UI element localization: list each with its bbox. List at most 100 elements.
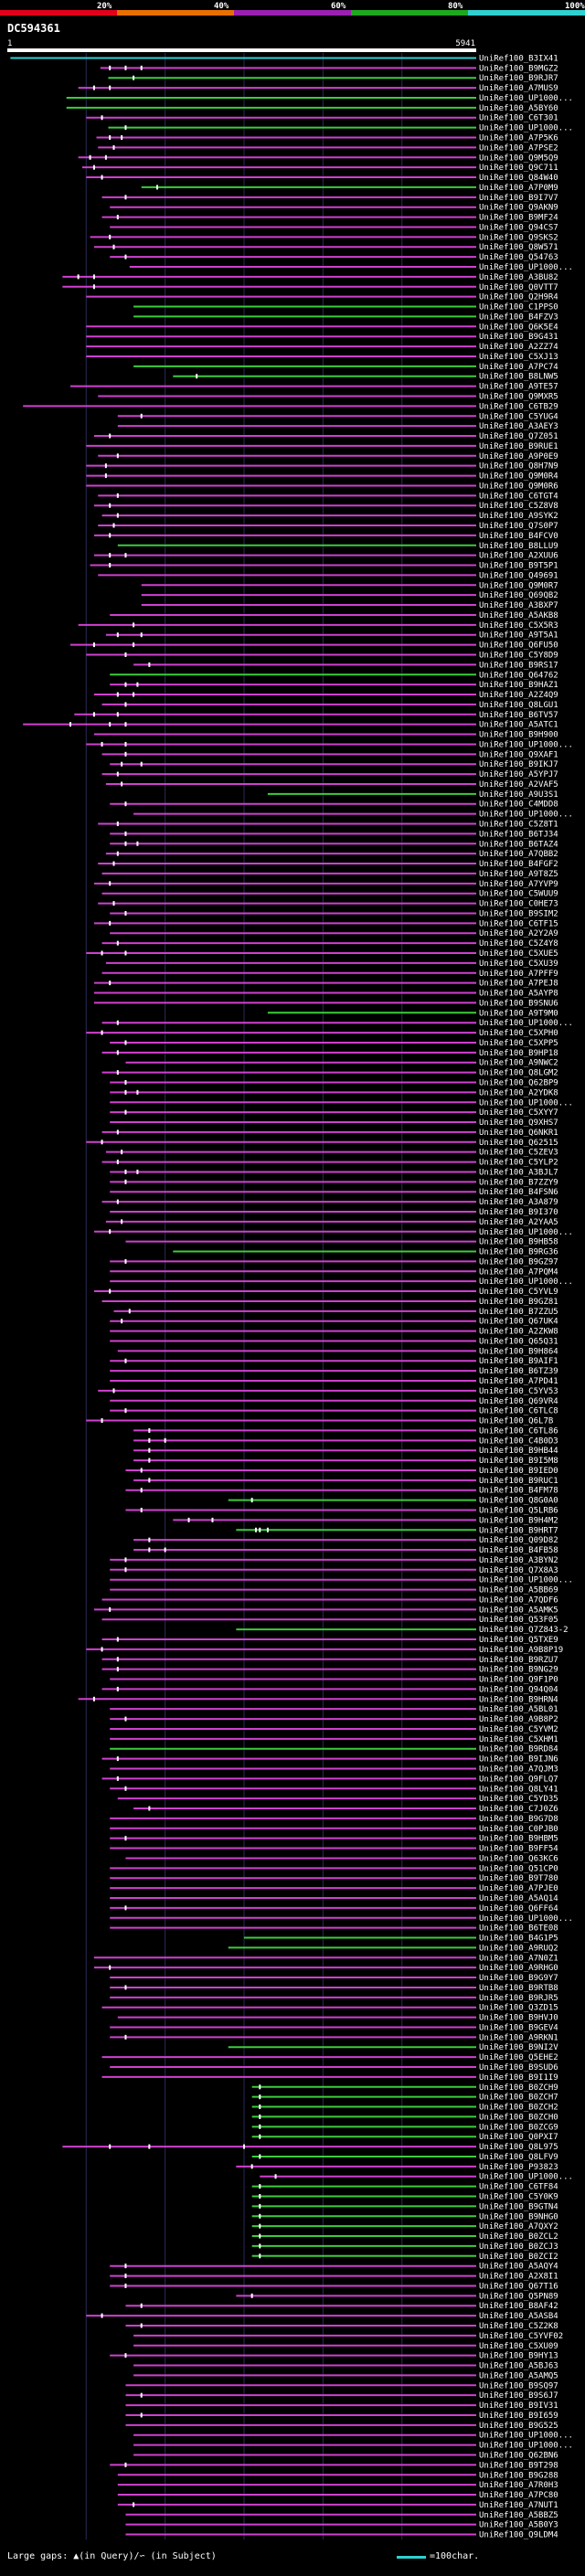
hit-row: UniRef100_B9HVJ0 [117,2014,558,2023]
hit-label: UniRef100_C5Y0K9 [479,2193,558,2202]
hit-label: UniRef100_Q9AKN9 [479,204,558,213]
hit-row: UniRef100_A9SYK2 [101,512,558,521]
hit-label: UniRef100_Q9M0R7 [479,581,558,590]
gap-mark [109,1288,112,1294]
hit-label: UniRef100_B9RZU7 [479,1656,558,1665]
gap-mark [133,75,135,80]
gap-mark [116,851,119,856]
gap-mark [116,822,119,827]
hit-label: UniRef100_A7MUS9 [479,84,558,93]
gap-mark [121,1150,123,1155]
hit-label: UniRef100_B0ZCI2 [479,2253,558,2262]
gap-mark [259,2094,261,2100]
gap-mark [112,523,115,528]
hit-label: UniRef100_B4FB58 [479,1546,558,1555]
hit-row: UniRef100_C6T301 [86,114,558,123]
hit-row: UniRef100_B9I1I9 [101,2073,558,2083]
gap-mark [116,940,119,946]
hit-label: UniRef100_Q53F05 [479,1616,558,1625]
hit-label: UniRef100_B9FF54 [479,1845,558,1854]
gap-mark [259,2194,261,2200]
hit-label: UniRef100_B9G7D8 [479,1815,558,1824]
hit-label: UniRef100_A5BL01 [479,1705,558,1714]
hit-label: UniRef100_A7NUT1 [479,2501,558,2510]
gap-mark [109,503,112,508]
hit-row: UniRef100_A7R0H3 [117,2481,558,2490]
hit-label: UniRef100_Q69QB2 [479,591,558,600]
hit-row: UniRef100_A9T9M0 [267,1009,558,1018]
gap-mark [124,1109,127,1115]
hit-row: UniRef100_C5Z4Y8 [101,939,558,949]
hit-label: UniRef100_Q65Q31 [479,1337,558,1346]
hit-row: UniRef100_Q6K5E4 [86,323,558,332]
hit-label: UniRef100_C5XYY7 [479,1108,558,1118]
hit-label: UniRef100_B0ZCL2 [479,2232,558,2242]
gap-mark [124,1905,127,1911]
hit-label: UniRef100_B0ZCG9 [479,2123,558,2132]
hit-row: UniRef100_B9HRT7 [236,1526,558,1535]
footer: Large gaps: ▲(in Query)/∽ (in Subject) =… [0,2548,585,2570]
gap-mark [243,2144,246,2149]
gap-mark [148,2144,151,2149]
hit-label: UniRef100_B9SNU6 [479,999,558,1008]
gap-mark [121,761,123,767]
gap-mark [92,712,95,717]
hit-label: UniRef100_UP1000... [479,1914,573,1924]
gap-mark [116,1756,119,1762]
gap-mark [274,2174,277,2179]
hit-row: UniRef100_C5XU09 [133,2342,558,2351]
hit-label: UniRef100_A9RKN1 [479,2033,558,2042]
hit-label: UniRef100_B9IJN6 [479,1755,558,1765]
hit-label: UniRef100_UP1000... [479,1576,573,1585]
gap-mark [92,642,95,648]
hit-label: UniRef100_B9I5M8 [479,1457,558,1466]
hit-label: UniRef100_UP1000... [479,1277,573,1287]
gap-mark [116,1667,119,1672]
hit-row: UniRef100_C7J0Z6 [133,1805,558,1814]
hit-row: UniRef100_P93823 [236,2163,558,2172]
hit-row: UniRef100_B3IX41 [10,54,558,63]
hit-label: UniRef100_C6TF84 [479,2183,558,2192]
gap-mark [136,1169,139,1174]
legend-label: 100% [565,2,585,11]
hit-row: UniRef100_B9SIM2 [110,909,558,918]
gap-mark [259,2114,261,2119]
query-bar [7,48,476,52]
hit-row: UniRef100_B6TAZ4 [110,840,558,849]
hit-label: UniRef100_B9S6J7 [479,2391,558,2401]
hit-label: UniRef100_Q8G0A0 [479,1497,558,1506]
hit-row: UniRef100_C5Y8D9 [86,651,558,660]
hit-label: UniRef100_C5YVL9 [479,1288,558,1297]
gap-mark [116,1129,119,1135]
hit-row: UniRef100_B9GZ81 [101,1298,558,1307]
hit-row: UniRef100_C6TGT4 [98,492,558,501]
hit-row: UniRef100_Q8LGU1 [101,701,558,710]
hit-label: UniRef100_B0ZCJ3 [479,2242,558,2252]
gap-mark [250,1498,253,1503]
hit-row: UniRef100_A7QDF6 [101,1595,558,1605]
hit-row: UniRef100_Q69VR4 [110,1397,558,1406]
legend-segment [351,10,468,16]
hit-row: UniRef100_A7PC74 [133,363,558,372]
hit-row: UniRef100_Q9F1P0 [110,1676,558,1685]
hit-label: UniRef100_B9GZ81 [479,1298,558,1307]
hit-row: UniRef100_A9B8P2 [110,1715,558,1724]
hit-row: UniRef100_A5ASB4 [86,2312,558,2321]
hit-label: UniRef100_A5AMQ5 [479,2371,558,2380]
gap-mark [140,65,143,70]
hit-row: UniRef100_B9T298 [110,2461,558,2470]
hit-label: UniRef100_B0ZCH0 [479,2113,558,2122]
gap-mark [148,1806,151,1811]
hit-row: UniRef100_B9RS17 [133,661,558,670]
hit-label: UniRef100_B9HP18 [479,1049,558,1058]
hit-row: UniRef100_B7ZZU5 [113,1308,558,1317]
gap-mark [101,115,103,121]
hit-row: UniRef100_Q9FLQ7 [101,1775,558,1784]
hit-row: UniRef100_B9I659 [125,2412,558,2421]
hit-row: UniRef100_B9HB44 [133,1447,558,1456]
gap-mark [259,2134,261,2139]
hit-label: UniRef100_Q6NKR1 [479,1129,558,1138]
hit-label: UniRef100_A2VAF5 [479,780,558,790]
hit-label: UniRef100_Q62BN6 [479,2451,558,2460]
hit-label: UniRef100_B9G9Y7 [479,1974,558,1983]
